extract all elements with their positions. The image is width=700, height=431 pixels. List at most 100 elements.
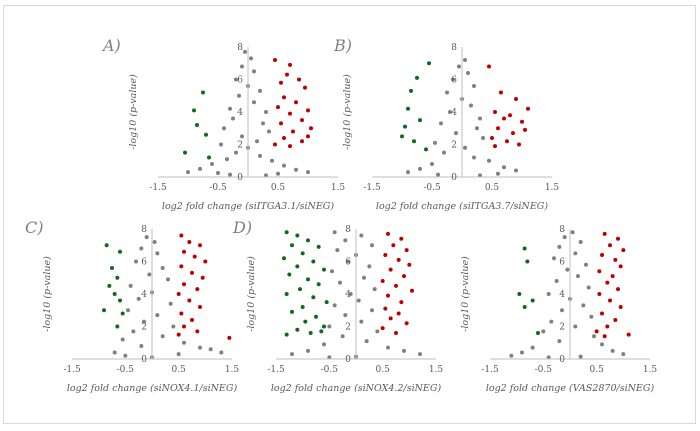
up-point bbox=[386, 231, 390, 236]
nonsignificant-point bbox=[469, 103, 473, 108]
down-point bbox=[102, 308, 106, 313]
up-point bbox=[613, 318, 618, 322]
nonsignificant-point bbox=[445, 90, 449, 95]
up-point bbox=[399, 236, 404, 241]
up-point bbox=[380, 326, 385, 331]
up-point bbox=[610, 274, 615, 279]
panel-letter: B) bbox=[333, 36, 352, 55]
down-point bbox=[403, 124, 407, 129]
nonsignificant-point bbox=[282, 163, 286, 168]
up-point bbox=[300, 118, 304, 123]
nonsignificant-point bbox=[252, 69, 256, 74]
up-point bbox=[520, 119, 524, 124]
nonsignificant-point bbox=[370, 243, 374, 248]
down-point bbox=[530, 298, 535, 303]
nonsignificant-point bbox=[584, 262, 588, 267]
up-point bbox=[285, 72, 289, 77]
figure-frame bbox=[3, 5, 696, 424]
up-point bbox=[608, 298, 612, 303]
up-point bbox=[182, 324, 186, 329]
x-tick-label: 0.5 bbox=[271, 183, 286, 193]
down-point bbox=[311, 295, 316, 300]
down-point bbox=[287, 272, 292, 277]
down-point bbox=[300, 251, 305, 256]
nonsignificant-point bbox=[418, 352, 422, 357]
nonsignificant-point bbox=[186, 170, 190, 175]
up-point bbox=[176, 292, 181, 296]
nonsignificant-point bbox=[219, 350, 224, 355]
y-tick-label: 0 bbox=[451, 173, 457, 183]
up-point bbox=[198, 305, 202, 309]
down-point bbox=[201, 90, 205, 95]
up-point bbox=[383, 306, 388, 311]
up-point bbox=[394, 331, 398, 335]
x-tick-label: 0.5 bbox=[376, 365, 391, 375]
nonsignificant-point bbox=[270, 158, 274, 163]
nonsignificant-point bbox=[418, 166, 422, 171]
nonsignificant-point bbox=[322, 342, 326, 347]
nonsignificant-point bbox=[155, 313, 160, 318]
down-point bbox=[120, 311, 125, 316]
up-point bbox=[192, 254, 197, 259]
volcano-panel-4: -1.5 -0.5 0.5 1.5 0 2 4 6 8 log2 fold change (siN… bbox=[232, 218, 443, 394]
up-point bbox=[493, 144, 497, 149]
down-point bbox=[118, 298, 122, 303]
nonsignificant-point bbox=[222, 126, 226, 131]
up-point bbox=[386, 293, 390, 298]
up-point bbox=[179, 311, 184, 316]
down-point bbox=[107, 283, 112, 288]
up-point bbox=[407, 262, 412, 267]
nonsignificant-point bbox=[306, 170, 310, 175]
volcano-panel-5: -1.5 -0.5 0.5 1.5 0 2 4 6 8 log2 fold change (VAS… bbox=[460, 225, 657, 394]
nonsignificant-point bbox=[557, 339, 562, 344]
nonsignificant-point bbox=[442, 150, 446, 155]
y-tick-label: 4 bbox=[237, 108, 243, 118]
nonsignificant-point bbox=[338, 280, 342, 285]
nonsignificant-point bbox=[546, 355, 551, 360]
nonsignificant-point bbox=[478, 116, 482, 121]
nonsignificant-point bbox=[208, 347, 213, 352]
nonsignificant-point bbox=[457, 64, 461, 69]
nonsignificant-point bbox=[258, 153, 262, 158]
nonsignificant-point bbox=[166, 277, 170, 282]
up-point bbox=[621, 248, 626, 253]
x-tick-label: -0.5 bbox=[423, 183, 441, 193]
up-point bbox=[182, 282, 186, 287]
up-point bbox=[273, 142, 277, 147]
nonsignificant-point bbox=[362, 275, 366, 280]
y-tick-label: 4 bbox=[345, 290, 351, 300]
x-tick-label: -1.5 bbox=[149, 183, 167, 193]
nonsignificant-point bbox=[370, 308, 374, 313]
nonsignificant-point bbox=[335, 248, 340, 253]
up-point bbox=[402, 274, 406, 279]
nonsignificant-point bbox=[139, 344, 144, 348]
up-point bbox=[605, 280, 610, 285]
nonsignificant-point bbox=[549, 319, 554, 324]
x-axis-label: log2 fold change (siITGA3.1/siNEG) bbox=[162, 201, 334, 212]
y-tick-label: 0 bbox=[345, 355, 351, 365]
y-tick-label: 6 bbox=[345, 258, 351, 268]
y-tick-label: 2 bbox=[237, 141, 243, 151]
nonsignificant-point bbox=[475, 126, 479, 131]
up-point bbox=[297, 77, 301, 82]
up-point bbox=[309, 126, 313, 131]
up-point bbox=[288, 62, 292, 67]
y-tick-label: 2 bbox=[451, 141, 457, 151]
up-point bbox=[594, 329, 599, 334]
x-tick-label: 1.5 bbox=[429, 365, 444, 375]
nonsignificant-point bbox=[359, 319, 364, 324]
down-point bbox=[115, 275, 120, 280]
nonsignificant-point bbox=[243, 49, 247, 54]
up-point bbox=[291, 129, 295, 134]
up-point bbox=[273, 58, 277, 62]
down-point bbox=[195, 123, 199, 127]
y-tick-label: 6 bbox=[559, 258, 565, 268]
up-point bbox=[391, 243, 396, 248]
up-point bbox=[493, 110, 497, 114]
nonsignificant-point bbox=[364, 339, 369, 344]
up-point bbox=[190, 318, 194, 322]
y-tick-label: 2 bbox=[345, 323, 351, 333]
nonsignificant-point bbox=[436, 172, 440, 177]
y-tick-label: 8 bbox=[451, 43, 457, 53]
